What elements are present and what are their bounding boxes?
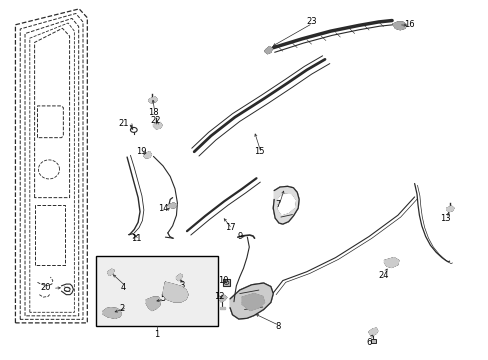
Polygon shape [146,297,160,311]
Text: 22: 22 [150,116,161,125]
Text: 11: 11 [131,234,142,243]
Polygon shape [230,283,273,319]
Polygon shape [143,152,151,158]
Polygon shape [220,307,224,310]
Polygon shape [242,294,264,311]
Text: 6: 6 [366,338,371,347]
Polygon shape [273,186,299,224]
Bar [370,339,376,343]
Polygon shape [176,274,182,280]
Bar [96,256,218,327]
Polygon shape [148,97,157,103]
Text: 24: 24 [377,271,388,280]
Polygon shape [219,295,226,302]
Polygon shape [278,194,295,215]
Text: 7: 7 [275,200,280,209]
Polygon shape [368,328,377,335]
Polygon shape [103,308,121,318]
Polygon shape [392,22,406,30]
Polygon shape [264,47,272,54]
Bar [223,279,230,286]
Text: 17: 17 [224,223,235,232]
Text: 12: 12 [213,292,224,301]
Text: 19: 19 [136,147,146,156]
Text: 8: 8 [275,322,280,331]
Polygon shape [446,206,453,212]
Text: 3: 3 [179,282,184,290]
Polygon shape [167,203,176,208]
Text: 14: 14 [158,204,168,213]
Text: 20: 20 [41,283,51,292]
Text: 1: 1 [154,330,160,339]
Text: 21: 21 [118,119,129,128]
Text: 23: 23 [305,17,316,26]
Text: 15: 15 [253,147,264,156]
Polygon shape [108,269,114,275]
Polygon shape [163,282,187,302]
Text: 2: 2 [120,304,124,313]
Polygon shape [384,258,398,267]
Text: 10: 10 [217,276,228,285]
Text: 9: 9 [237,232,242,241]
Text: 16: 16 [404,20,414,29]
Text: 5: 5 [160,294,165,303]
Text: 13: 13 [440,214,450,223]
Text: 18: 18 [148,108,159,117]
Polygon shape [153,122,162,129]
Text: 4: 4 [121,283,126,292]
